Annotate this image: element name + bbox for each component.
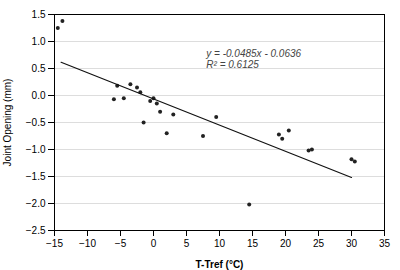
svg-text:−5: −5: [115, 238, 127, 249]
svg-text:Joint Opening (mm): Joint Opening (mm): [2, 79, 13, 167]
svg-text:−2.0: −2.0: [26, 198, 46, 209]
svg-text:0: 0: [151, 238, 157, 249]
svg-text:15: 15: [247, 238, 259, 249]
svg-text:1.5: 1.5: [32, 9, 46, 20]
svg-text:−0.5: −0.5: [26, 117, 46, 128]
svg-text:−2.5: −2.5: [26, 225, 46, 236]
svg-text:−1.5: −1.5: [26, 171, 46, 182]
svg-text:−1.0: −1.0: [26, 144, 46, 155]
svg-text:35: 35: [379, 238, 391, 249]
svg-text:−15: −15: [46, 238, 63, 249]
svg-text:30: 30: [346, 238, 358, 249]
svg-text:20: 20: [280, 238, 292, 249]
svg-text:0.0: 0.0: [32, 90, 46, 101]
svg-text:0.5: 0.5: [32, 63, 46, 74]
svg-text:T-Tref (°C): T-Tref (°C): [196, 259, 244, 270]
svg-text:y = -0.0485x - 0.0636: y = -0.0485x - 0.0636: [205, 48, 301, 59]
svg-text:10: 10: [214, 238, 226, 249]
svg-text:R² = 0.6125: R² = 0.6125: [206, 59, 259, 70]
svg-text:1.0: 1.0: [32, 36, 46, 47]
svg-text:−10: −10: [79, 238, 96, 249]
svg-text:25: 25: [313, 238, 325, 249]
svg-text:5: 5: [184, 238, 190, 249]
